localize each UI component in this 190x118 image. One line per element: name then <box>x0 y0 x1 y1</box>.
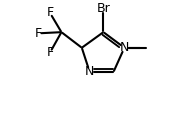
Text: F: F <box>34 27 42 40</box>
Text: N: N <box>85 65 94 78</box>
Text: Br: Br <box>97 2 110 15</box>
Text: N: N <box>120 41 129 54</box>
Text: F: F <box>47 46 54 59</box>
Text: F: F <box>47 6 54 19</box>
